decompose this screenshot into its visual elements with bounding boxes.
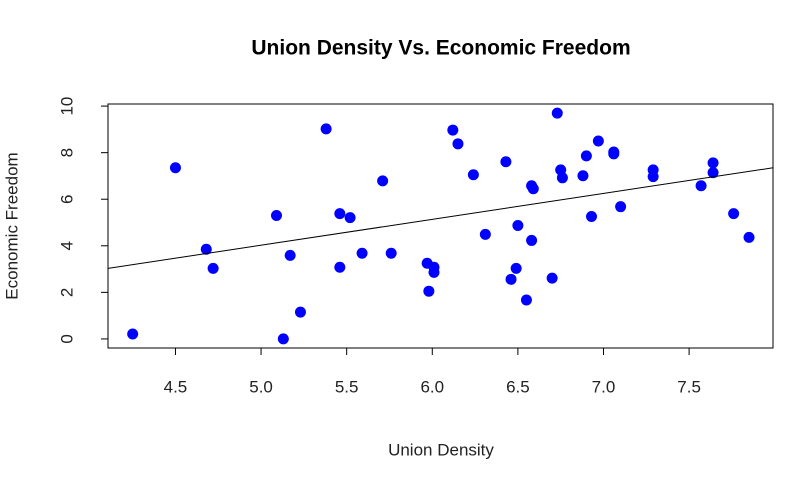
x-axis-label: Union Density (388, 440, 494, 459)
y-tick-label: 0 (57, 334, 76, 343)
point (447, 124, 459, 136)
y-axis-label: Economic Freedom (2, 152, 21, 299)
x-tick-label: 7.0 (592, 377, 616, 396)
point (580, 150, 592, 162)
point (546, 272, 558, 284)
point (556, 172, 568, 184)
point (467, 169, 479, 181)
point (592, 135, 604, 147)
point (505, 273, 517, 285)
point (452, 138, 464, 150)
x-tick-label: 6.5 (506, 377, 530, 396)
point (270, 210, 282, 222)
point (423, 285, 435, 297)
point (707, 167, 719, 179)
point (586, 210, 598, 222)
y-tick-label: 4 (57, 241, 76, 250)
point (127, 328, 139, 340)
point (428, 266, 440, 278)
point (284, 249, 296, 261)
point (695, 180, 707, 192)
point (334, 208, 346, 220)
point (615, 201, 627, 213)
point (385, 247, 397, 259)
point (277, 333, 289, 345)
point (526, 234, 538, 246)
point (577, 170, 589, 182)
plot-frame (107, 103, 774, 349)
point (512, 220, 524, 232)
point (707, 157, 719, 169)
point (647, 171, 659, 183)
point (377, 175, 389, 187)
y-tick-label: 2 (57, 288, 76, 297)
point (551, 107, 563, 119)
y-tick-label: 8 (57, 148, 76, 157)
x-tick-label: 5.0 (249, 377, 273, 396)
point (294, 306, 306, 318)
point (479, 228, 491, 240)
point (527, 183, 539, 195)
x-tick-label: 4.5 (164, 377, 188, 396)
y-tick-label: 10 (57, 97, 76, 116)
point (520, 294, 532, 306)
x-tick-label: 5.5 (335, 377, 359, 396)
point (320, 123, 332, 135)
x-tick-label: 6.0 (420, 377, 444, 396)
x-tick-label: 7.5 (677, 377, 701, 396)
point (608, 146, 620, 158)
point (510, 262, 522, 274)
point (169, 162, 181, 174)
point (200, 243, 212, 255)
point (728, 208, 740, 220)
point (356, 247, 368, 259)
y-tick-label: 6 (57, 194, 76, 203)
fit-line (107, 167, 774, 269)
point (344, 212, 356, 224)
point (500, 156, 512, 168)
point (743, 231, 755, 243)
chart-title: Union Density Vs. Economic Freedom (251, 37, 630, 60)
point (207, 262, 219, 274)
point (334, 261, 346, 273)
